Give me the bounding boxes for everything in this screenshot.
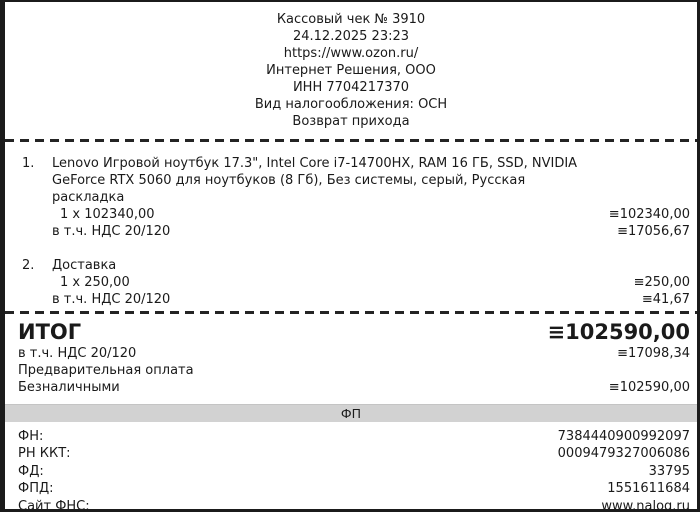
cashless-row: Безналичными ≡102590,00 [18, 379, 690, 396]
operation-type: Возврат прихода [292, 114, 410, 129]
receipt-title: Кассовый чек № 3910 [276, 12, 426, 27]
fiscal-label: РН ККТ: [18, 446, 71, 462]
fiscal-row-fns-site: Сайт ФНС: www.nalog.ru [18, 498, 690, 509]
item-description: Lenovo Игровой ноутбук 17.3", Intel Core… [52, 156, 578, 205]
fiscal-value: 0009479327006086 [557, 446, 690, 462]
fiscal-label: Сайт ФНС: [18, 498, 90, 509]
item-vat-amount: ≡17056,67 [617, 224, 690, 239]
fiscal-value: 7384440900992097 [557, 429, 690, 444]
item-vat-row: в т.ч. НДС 20/120 ≡17056,67 [22, 223, 690, 240]
totals-section: ИТОГ ≡102590,00 в т.ч. НДС 20/120 ≡17098… [5, 319, 697, 396]
fiscal-row-fpd: ФПД: 1551611684 [18, 480, 690, 497]
item-row: 1. Lenovo Игровой ноутбук 17.3", Intel C… [22, 155, 690, 240]
fiscal-value: 1551611684 [607, 481, 690, 497]
item-amount: ≡102340,00 [608, 207, 690, 222]
grand-total-label: ИТОГ [18, 320, 82, 344]
item-description-row: 2. Доставка [22, 257, 690, 274]
item-description-row: 1. Lenovo Игровой ноутбук 17.3", Intel C… [22, 155, 690, 206]
item-amount-row: 1 x 102340,00 ≡102340,00 [22, 206, 690, 223]
item-amount: ≡250,00 [633, 275, 690, 290]
item-vat-label: в т.ч. НДС 20/120 [52, 292, 171, 307]
fiscal-section-header: ФП [5, 404, 697, 422]
grand-total-row: ИТОГ ≡102590,00 [18, 319, 690, 345]
fiscal-row-fd: ФД: 33795 [18, 463, 690, 480]
item-row: 2. Доставка 1 x 250,00 ≡250,00 в т.ч. НД… [22, 257, 690, 308]
item-number: 1. [22, 156, 35, 171]
fiscal-label: ФН: [18, 429, 44, 444]
fiscal-label: ФПД: [18, 481, 54, 497]
dashed-divider-top [5, 139, 697, 142]
grand-total-amount: ≡102590,00 [547, 320, 690, 344]
item-vat-row: в т.ч. НДС 20/120 ≡41,67 [22, 291, 690, 308]
tax-system: Вид налогообложения: ОСН [254, 97, 448, 112]
item-vat-amount: ≡41,67 [641, 292, 690, 307]
receipt: Кассовый чек № 3910 24.12.2025 23:23 htt… [5, 2, 697, 509]
item-vat-label: в т.ч. НДС 20/120 [52, 224, 171, 239]
item-amount-row: 1 x 250,00 ≡250,00 [22, 274, 690, 291]
prepayment-label: Предварительная оплата [18, 363, 194, 378]
cashless-label: Безналичными [18, 380, 120, 395]
company-name: Интернет Решения, ООО [266, 63, 436, 78]
total-vat-row: в т.ч. НДС 20/120 ≡17098,34 [18, 345, 690, 362]
total-vat-amount: ≡17098,34 [617, 346, 690, 361]
fiscal-row-fn: ФН: 7384440900992097 [18, 428, 690, 445]
receipt-datetime: 24.12.2025 23:23 [292, 29, 410, 44]
item-number: 2. [22, 258, 35, 273]
items-list: 1. Lenovo Игровой ноутбук 17.3", Intel C… [5, 155, 697, 308]
dashed-divider-bottom [5, 311, 697, 314]
total-vat-label: в т.ч. НДС 20/120 [18, 346, 137, 361]
fiscal-section-title: ФП [340, 406, 362, 421]
receipt-header: Кассовый чек № 3910 24.12.2025 23:23 htt… [5, 2, 697, 130]
fiscal-value: 33795 [648, 463, 690, 479]
cashless-amount: ≡102590,00 [608, 380, 690, 395]
fiscal-row-rn-kkt: РН ККТ: 0009479327006086 [18, 445, 690, 462]
fiscal-label: ФД: [18, 463, 44, 479]
fiscal-details: ФН: 7384440900992097 РН ККТ: 00094793270… [5, 428, 697, 509]
prepayment-row: Предварительная оплата [18, 362, 690, 379]
store-url: https://www.ozon.ru/ [283, 46, 419, 61]
company-inn: ИНН 7704217370 [292, 80, 410, 95]
item-description: Доставка [52, 258, 117, 273]
item-quantity-price: 1 x 250,00 [60, 275, 130, 290]
fiscal-value: www.nalog.ru [601, 498, 690, 509]
item-quantity-price: 1 x 102340,00 [60, 207, 155, 222]
